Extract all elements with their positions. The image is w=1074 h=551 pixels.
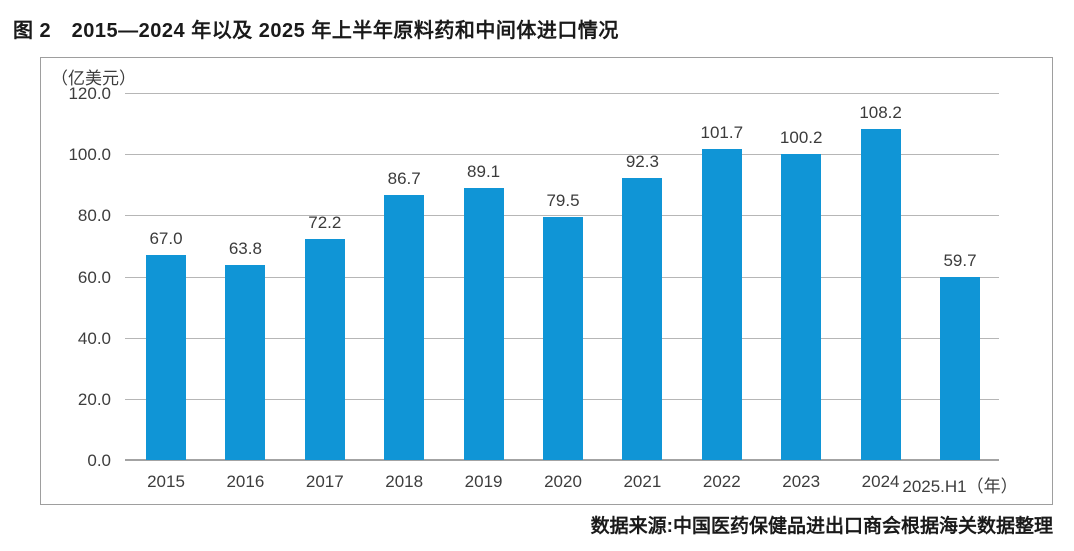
- x-axis-tick-label-2023: 2023: [782, 472, 821, 491]
- bar-value-label-2020: 79.5: [546, 190, 580, 210]
- bar-2024: [860, 129, 901, 460]
- x-axis-tick-label-2018: 2018: [385, 472, 424, 491]
- y-axis-tick-label-0.0: 0.0: [87, 451, 111, 470]
- bar-2022: [701, 148, 742, 460]
- bar-value-label-2024: 108.2: [859, 103, 902, 123]
- bar-value-label-2018: 86.7: [387, 168, 421, 188]
- x-axis-tick-label-2019: 2019: [464, 472, 503, 491]
- bar-value-label-2019: 89.1: [467, 161, 501, 181]
- gridline-120.0: [125, 93, 999, 94]
- x-axis-tick-label-2025-h1: 2025.H1（年）: [902, 477, 1018, 496]
- y-axis-tick-label-20.0: 20.0: [77, 389, 111, 409]
- bar-value-label-2017: 72.2: [308, 213, 342, 233]
- bar-value-label-2021: 92.3: [625, 151, 659, 171]
- gridline-80.0: [125, 215, 999, 217]
- y-axis-tick-label-60.0: 60.0: [77, 267, 111, 287]
- x-axis-tick-label-2021: 2021: [623, 472, 662, 491]
- x-axis-tick-label-2024: 2024: [861, 472, 900, 491]
- bar-value-label-2015: 67.0: [149, 229, 183, 249]
- x-axis-tick-label-2016: 2016: [226, 472, 265, 491]
- bar-2023: [781, 153, 822, 460]
- bar-chart: （亿美元） 0.0 20.0 40.0 60.0 80.0 100.0 120.0 67.0 2…: [40, 57, 1053, 505]
- bar-value-label-2025-h1: 59.7: [943, 251, 977, 271]
- y-axis-tick-label-100.0: 100.0: [68, 145, 111, 165]
- bar-value-label-2016: 63.8: [228, 238, 262, 258]
- data-source-note: 数据来源:中国医药保健品进出口商会根据海关数据整理: [590, 516, 1053, 537]
- y-axis-tick-label-120.0: 120.0: [68, 84, 111, 103]
- bar-2017: [304, 239, 345, 460]
- y-axis-tick-label-80.0: 80.0: [77, 206, 111, 226]
- gridline-100.0: [125, 154, 999, 156]
- y-axis-unit-label: （亿美元）: [51, 69, 136, 88]
- y-axis-tick-label-40.0: 40.0: [77, 328, 111, 348]
- bar-2021: [622, 177, 663, 460]
- bar-2025-h1: [940, 277, 980, 460]
- bar-value-label-2023: 100.2: [779, 127, 823, 147]
- figure-title: 图 2 2015—2024 年以及 2025 年上半年原料药和中间体进口情况: [13, 20, 619, 42]
- x-axis-tick-label-2020: 2020: [544, 472, 582, 491]
- bar-2019: [463, 187, 504, 460]
- x-axis-tick-label-2015: 2015: [147, 472, 185, 491]
- x-axis-line: [125, 459, 999, 461]
- x-axis-tick-label-2017: 2017: [305, 472, 344, 491]
- bar-value-label-2022: 101.7: [700, 122, 744, 142]
- bar-2015: [146, 255, 186, 460]
- x-axis-tick-label-2022: 2022: [702, 472, 741, 491]
- bar-2020: [543, 216, 583, 460]
- bar-2018: [384, 194, 425, 460]
- bar-2016: [225, 264, 266, 460]
